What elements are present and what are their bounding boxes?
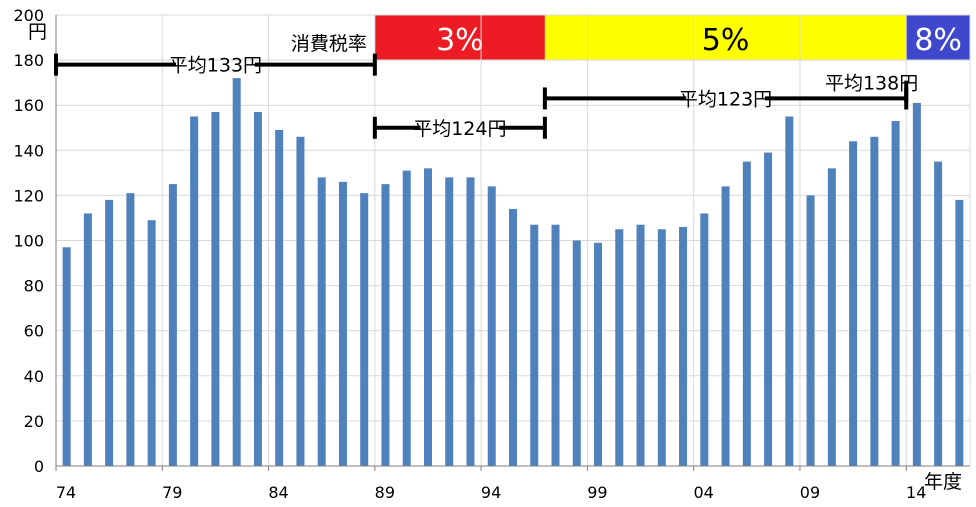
bar-84 bbox=[275, 130, 284, 466]
y-tick-label-100: 100 bbox=[13, 232, 44, 251]
tax-segment-2 bbox=[544, 15, 907, 60]
y-unit-label: 円 bbox=[28, 21, 47, 43]
bar-87 bbox=[338, 181, 347, 466]
y-tick-label-60: 60 bbox=[24, 322, 44, 341]
tax-segment-3 bbox=[906, 15, 970, 60]
y-tick-label-160: 160 bbox=[13, 96, 44, 115]
tax-segment-1 bbox=[374, 15, 545, 60]
bar-79 bbox=[168, 184, 177, 466]
bar-81 bbox=[211, 111, 220, 466]
bar-75 bbox=[83, 213, 92, 466]
bar-08 bbox=[785, 116, 794, 466]
bar-07 bbox=[764, 152, 773, 466]
bar-85 bbox=[296, 136, 305, 466]
bar-05 bbox=[721, 186, 730, 466]
x-tick-label-09: 09 bbox=[800, 483, 820, 502]
annotation-3: 平均123円 bbox=[542, 87, 909, 110]
y-tick-label-120: 120 bbox=[13, 186, 44, 205]
bar-78 bbox=[147, 220, 156, 466]
bar-99 bbox=[594, 242, 603, 466]
bar-10 bbox=[827, 168, 836, 466]
bar-00 bbox=[615, 229, 624, 466]
x-tick-label-89: 89 bbox=[375, 483, 395, 502]
bar-86 bbox=[317, 177, 326, 467]
bar-83 bbox=[253, 111, 262, 466]
bar-96 bbox=[530, 224, 539, 466]
annotation-label-3: 平均123円 bbox=[679, 88, 772, 110]
y-tick-label-200: 200 bbox=[13, 6, 44, 25]
annotation-2: 平均124円 bbox=[372, 116, 547, 140]
bar-02 bbox=[657, 229, 666, 466]
y-tick-label-80: 80 bbox=[24, 277, 44, 296]
bar-11 bbox=[849, 141, 858, 466]
bar-15 bbox=[934, 161, 943, 466]
bar-93 bbox=[466, 177, 475, 467]
bar-77 bbox=[126, 193, 135, 466]
bar-13 bbox=[891, 120, 900, 467]
bar-82 bbox=[232, 78, 241, 466]
axes: 0 20 40 60 80 100 120 140 160 180 200 74 79 84 89 94 99 0… bbox=[13, 6, 970, 502]
annotation-1: 平均133円 bbox=[54, 53, 377, 77]
y-tick-label-0: 0 bbox=[34, 457, 44, 476]
tax-segment-label-2: 5% bbox=[702, 23, 750, 58]
x-tick-label-84: 84 bbox=[268, 483, 288, 502]
bar-12 bbox=[870, 136, 879, 466]
bar-88 bbox=[360, 193, 369, 466]
y-tick-label-20: 20 bbox=[24, 412, 44, 431]
bar-74 bbox=[62, 247, 71, 466]
annotation-label-2: 平均124円 bbox=[413, 118, 506, 140]
bars bbox=[62, 78, 964, 467]
bar-76 bbox=[105, 199, 114, 466]
bar-04 bbox=[700, 213, 709, 466]
bar-92 bbox=[445, 177, 454, 467]
bar-94 bbox=[487, 186, 496, 466]
bar-97 bbox=[551, 224, 560, 466]
x-tick-label-94: 94 bbox=[481, 483, 501, 502]
bar-06 bbox=[742, 161, 751, 466]
bar-09 bbox=[806, 195, 815, 466]
bar-95 bbox=[509, 208, 517, 466]
bar-80 bbox=[190, 116, 199, 466]
annotation-4: 平均138円 bbox=[825, 73, 918, 103]
x-tick-label-74: 74 bbox=[56, 483, 76, 502]
x-unit-label: 年度 bbox=[924, 471, 962, 493]
y-tick-label-40: 40 bbox=[24, 367, 44, 386]
bar-89 bbox=[381, 184, 390, 466]
y-tick-label-180: 180 bbox=[13, 51, 44, 70]
annotation-label-4: 平均138円 bbox=[825, 73, 918, 95]
x-tick-label-79: 79 bbox=[162, 483, 182, 502]
x-tick-label-14: 14 bbox=[906, 483, 926, 502]
bar-03 bbox=[679, 226, 688, 466]
tax-segment-label-3: 8% bbox=[914, 23, 962, 58]
tax-band-title: 消費税率 bbox=[291, 33, 367, 55]
tax-rate-band: 消費税率 3% 5% 8% bbox=[56, 15, 970, 61]
bar-14 bbox=[912, 102, 921, 466]
annotation-label-1: 平均133円 bbox=[169, 55, 262, 77]
x-tick-label-99: 99 bbox=[587, 483, 607, 502]
bar-01 bbox=[636, 224, 645, 466]
x-tick-label-04: 04 bbox=[693, 483, 713, 502]
bar-90 bbox=[402, 170, 411, 466]
bar-91 bbox=[423, 168, 432, 466]
tax-segment-label-1: 3% bbox=[436, 23, 484, 58]
bar-16 bbox=[955, 199, 964, 466]
bar-98 bbox=[572, 240, 581, 466]
y-tick-label-140: 140 bbox=[13, 141, 44, 160]
